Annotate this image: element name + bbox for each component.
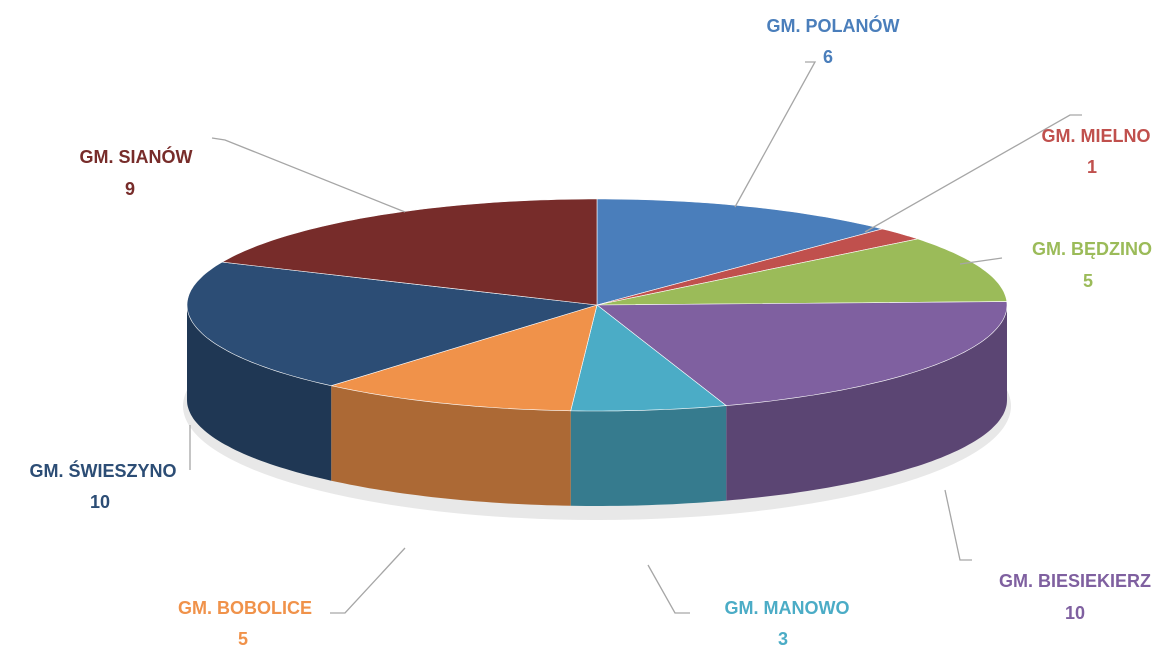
slice xyxy=(186,261,598,387)
leader-line xyxy=(211,137,406,213)
slice-label: GM. BOBOLICE xyxy=(178,598,312,618)
slice-side xyxy=(187,305,332,481)
value-label: 10 xyxy=(1065,603,1085,623)
value-label: 5 xyxy=(1083,271,1093,291)
slice xyxy=(596,228,919,306)
slice-side xyxy=(331,385,571,506)
leader-line xyxy=(734,61,817,208)
leader-line xyxy=(647,564,690,614)
slice xyxy=(221,198,598,306)
slice-side xyxy=(570,405,727,506)
leader-line xyxy=(864,114,1082,233)
value-label: 10 xyxy=(90,492,110,512)
slice xyxy=(331,304,598,412)
slice-label: GM. BIESIEKIERZ xyxy=(999,571,1151,591)
slice-label: GM. ŚWIESZYNO xyxy=(29,460,176,481)
leader-line xyxy=(944,489,972,561)
slice-label: GM. BĘDZINO xyxy=(1032,239,1152,259)
slice-label: GM. POLANÓW xyxy=(767,15,900,36)
value-label: 5 xyxy=(238,629,248,648)
leader-line xyxy=(330,547,406,614)
value-label: 1 xyxy=(1087,157,1097,177)
slice xyxy=(596,238,1008,306)
slice xyxy=(596,301,1008,406)
value-label: 9 xyxy=(125,179,135,199)
leader-line xyxy=(959,257,1003,265)
slice xyxy=(596,198,884,306)
slice-side xyxy=(726,305,1007,501)
slice xyxy=(570,304,727,412)
slice-label: GM. MANOWO xyxy=(725,598,850,618)
value-label: 6 xyxy=(823,47,833,67)
slice-label: GM. MIELNO xyxy=(1042,126,1151,146)
value-label: 3 xyxy=(778,629,788,648)
slice-label: GM. SIANÓW xyxy=(80,146,193,167)
